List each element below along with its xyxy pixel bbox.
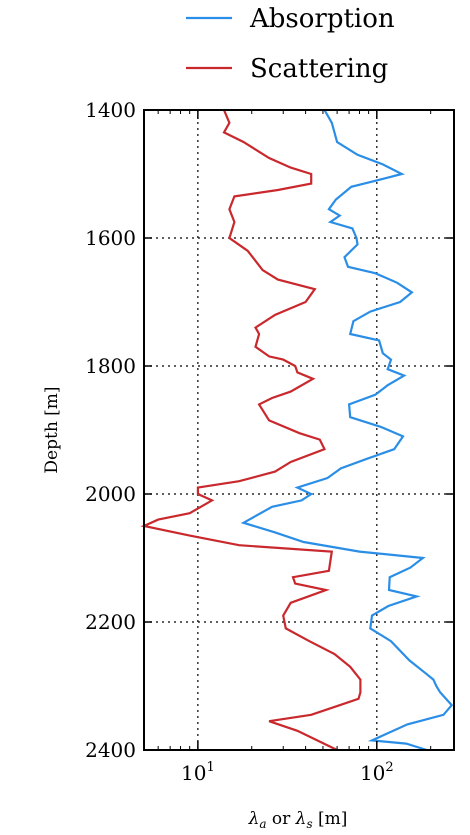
x-axis-label-unit: [m] <box>313 809 348 829</box>
x-tick-label: 102 <box>360 760 394 785</box>
series-line-absorption <box>240 109 454 752</box>
series-line-scattering <box>140 109 362 751</box>
x-axis-label-lambda-s: λ <box>295 809 307 829</box>
grid <box>144 110 454 750</box>
x-axis-label: λa or λs [m] <box>248 809 348 831</box>
y-tick-label: 2000 <box>85 482 136 506</box>
y-tick-label: 1800 <box>85 354 136 378</box>
x-axis-label-sub-s: s <box>306 817 312 831</box>
x-axis-label-sub-a: a <box>259 817 266 831</box>
legend-label-absorption: Absorption <box>249 4 395 34</box>
y-tick-label: 1600 <box>85 226 136 250</box>
legend-label-scattering: Scattering <box>250 54 388 84</box>
y-axis-label: Depth [m] <box>42 386 62 473</box>
x-tick-label: 101 <box>181 760 215 785</box>
series-lines <box>140 109 454 752</box>
y-tick-label: 2200 <box>85 610 136 634</box>
y-tick-label: 2400 <box>85 738 136 762</box>
ticks: 1400 1600 1800 2000 2200 2400 101 102 <box>85 98 454 785</box>
plot-frame <box>143 109 455 751</box>
y-tick-label: 1400 <box>85 98 136 122</box>
legend: Absorption Scattering <box>186 4 395 84</box>
x-axis-label-lambda-a: λ <box>248 809 260 829</box>
x-axis-label-or: or <box>267 809 296 829</box>
